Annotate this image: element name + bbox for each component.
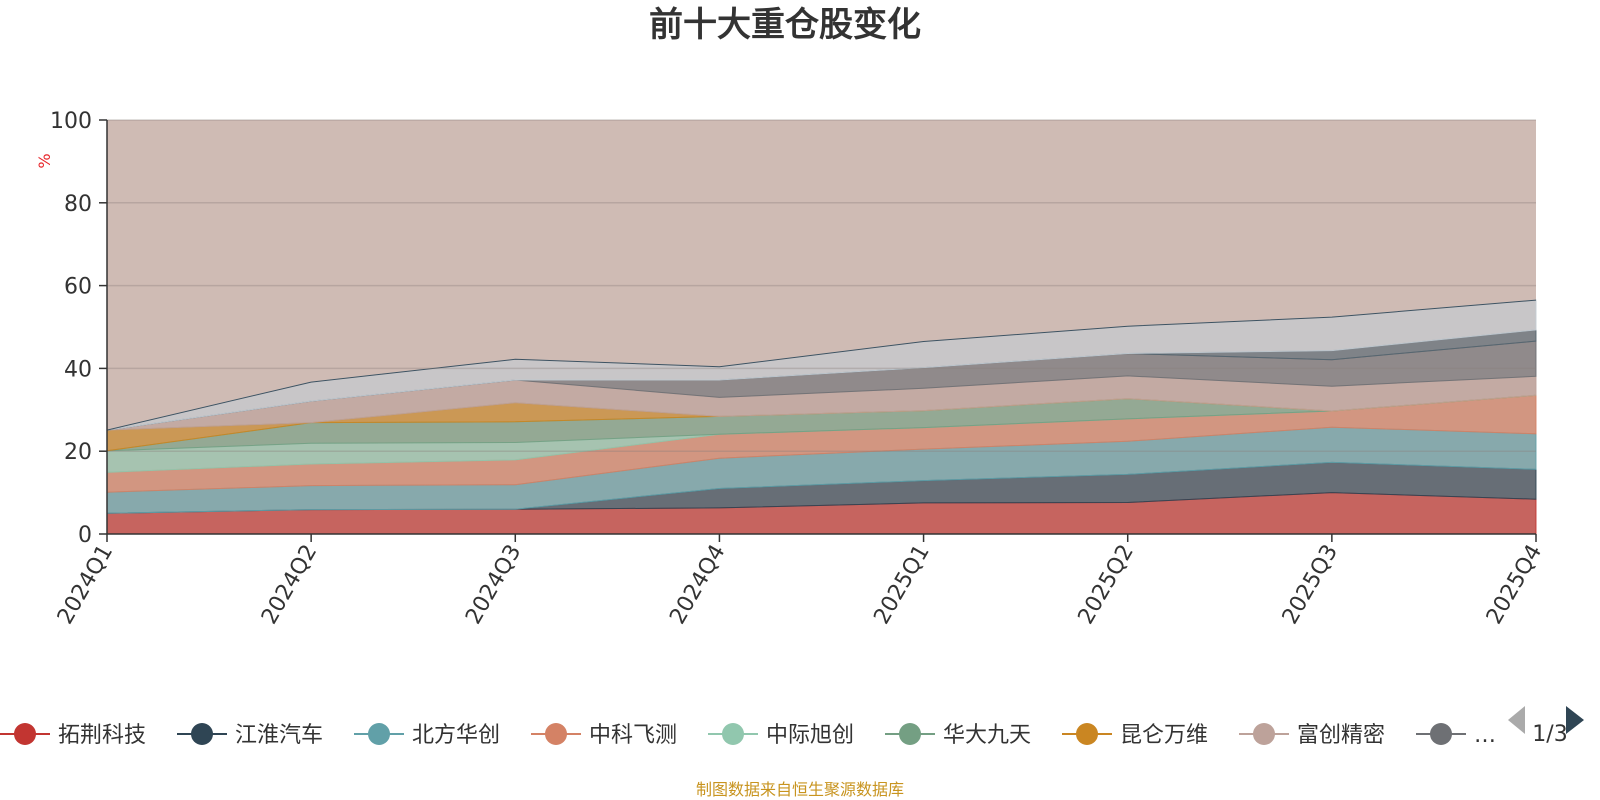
x-tick-label: 2024Q2 <box>257 541 322 629</box>
x-tick-label: 2024Q1 <box>53 541 118 629</box>
legend-label: 华大九天 <box>943 723 1031 748</box>
y-tick-label: 80 <box>64 192 92 217</box>
gridlines <box>107 119 1536 452</box>
legend-label: 中际旭创 <box>766 723 854 748</box>
legend-pager: 1/3 <box>1508 706 1584 747</box>
legend-item[interactable]: 中科飞测 <box>531 723 677 748</box>
legend-marker-icon <box>1253 723 1275 745</box>
legend-label: 富创精密 <box>1297 723 1385 748</box>
legend-marker-icon <box>722 723 744 745</box>
source-note: 制图数据来自恒生聚源数据库 <box>696 780 904 799</box>
legend-label: 中科飞测 <box>589 723 677 748</box>
legend-item[interactable]: 北方华创 <box>354 723 500 748</box>
legend-item[interactable]: 富创精密 <box>1239 723 1385 748</box>
legend-next-icon[interactable] <box>1566 706 1584 734</box>
legend-item[interactable]: 昆仑万维 <box>1062 723 1208 748</box>
x-tick-label: 2024Q4 <box>665 541 730 629</box>
legend-marker-icon <box>1076 723 1098 745</box>
legend-label: … <box>1474 723 1496 748</box>
legend-label: 江淮汽车 <box>235 723 323 748</box>
y-tick-label: 0 <box>78 523 92 548</box>
legend-marker-icon <box>1430 723 1452 745</box>
legend-marker-icon <box>191 723 213 745</box>
legend-item[interactable]: 江淮汽车 <box>177 723 323 748</box>
legend-marker-icon <box>14 723 36 745</box>
legend-marker-icon <box>899 723 921 745</box>
legend-prev-icon[interactable] <box>1508 706 1525 734</box>
legend: 拓荆科技 江淮汽车 北方华创 中科飞测 中际旭创 华大九天 昆仑万维 富创精密 … <box>0 723 1496 748</box>
x-tick-label: 2025Q3 <box>1278 541 1343 629</box>
legend-marker-icon <box>368 723 390 745</box>
x-tick-label: 2024Q3 <box>461 541 526 629</box>
legend-label: 拓荆科技 <box>58 723 146 748</box>
y-tick-label: 20 <box>64 440 92 465</box>
x-tick-label: 2025Q2 <box>1074 541 1139 629</box>
legend-item[interactable]: 中际旭创 <box>708 723 854 748</box>
area-series-12 <box>106 299 1537 431</box>
x-tick-label: 2025Q1 <box>869 541 934 629</box>
y-tick-label: 100 <box>50 109 92 134</box>
legend-item[interactable]: … <box>1416 723 1496 748</box>
legend-marker-icon <box>545 723 567 745</box>
legend-label: 北方华创 <box>412 723 500 748</box>
legend-item[interactable]: 华大九天 <box>885 723 1031 748</box>
legend-item[interactable]: 拓荆科技 <box>0 723 146 748</box>
legend-page-indicator: 1/3 <box>1532 722 1567 747</box>
x-tick-label: 2025Q4 <box>1482 541 1547 629</box>
legend-label: 昆仑万维 <box>1120 723 1208 748</box>
y-axis-unit-label: % <box>35 153 54 168</box>
y-tick-label: 40 <box>64 357 92 382</box>
chart-title: 前十大重仓股变化 <box>649 5 921 45</box>
area-series-group <box>106 299 1537 535</box>
y-tick-label: 60 <box>64 275 92 300</box>
